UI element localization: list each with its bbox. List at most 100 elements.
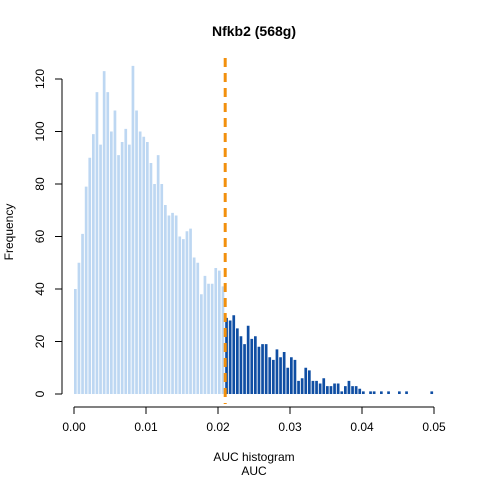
histogram-bar — [228, 320, 232, 394]
histogram-bar — [120, 142, 124, 394]
x-tick-label: 0.03 — [278, 420, 302, 434]
x-axis-label: AUC histogram — [213, 450, 294, 464]
histogram-bar — [232, 315, 236, 394]
x-tick-label: 0.05 — [422, 420, 446, 434]
histogram-bar — [398, 391, 401, 395]
histogram-bar — [290, 357, 293, 394]
y-tick-label: 60 — [33, 230, 47, 244]
histogram-bar — [326, 386, 329, 395]
histogram-bar — [92, 134, 95, 395]
histogram-bar — [286, 367, 290, 394]
histogram-bar — [333, 383, 336, 394]
histogram-bar — [250, 338, 254, 395]
y-tick-label: 20 — [33, 335, 47, 349]
histogram-bar — [282, 352, 286, 394]
histogram-bar — [221, 286, 225, 395]
histogram-bars — [74, 65, 434, 395]
x-tick-label: 0.01 — [134, 420, 158, 434]
y-axis-label: Frequency — [2, 204, 16, 261]
histogram-bar — [261, 344, 264, 395]
histogram-bar — [225, 317, 228, 395]
y-tick-label: 80 — [33, 177, 47, 191]
x-tick-label: 0.00 — [62, 420, 86, 434]
histogram-bar — [110, 131, 113, 394]
x-axis-sublabel: AUC — [241, 464, 267, 478]
histogram-bar — [362, 391, 365, 395]
x-axis: 0.00 0.01 0.02 0.03 0.04 0.05 — [62, 406, 446, 434]
histogram-bar — [84, 186, 88, 395]
histogram-bar — [117, 155, 120, 395]
histogram-bar — [192, 257, 196, 394]
histogram-bar — [138, 131, 142, 394]
y-axis: 0 20 40 60 80 100 120 — [33, 69, 63, 397]
histogram-bar — [264, 344, 268, 395]
histogram-bar — [113, 110, 117, 394]
histogram-bar — [372, 391, 376, 395]
chart-title: Nfkb2 (568g) — [212, 23, 296, 39]
histogram-bar — [185, 231, 189, 394]
histogram-bar — [146, 142, 149, 394]
histogram-bar — [210, 283, 214, 394]
histogram-bar — [257, 346, 261, 394]
histogram-bar — [153, 184, 156, 394]
histogram-bar — [347, 380, 351, 395]
histogram-bar — [196, 262, 200, 394]
histogram-bar — [142, 136, 146, 394]
histogram-bar — [243, 344, 246, 395]
histogram-bar — [246, 325, 250, 394]
histogram-bar — [268, 357, 272, 394]
histogram-bar — [178, 236, 182, 394]
histogram-bar — [189, 228, 192, 395]
histogram-bar — [300, 378, 304, 394]
y-tick-label: 120 — [33, 69, 47, 89]
histogram-bar — [124, 128, 128, 395]
histogram-bar — [99, 144, 102, 395]
histogram-bar — [304, 367, 308, 394]
histogram-bar — [279, 357, 282, 394]
histogram-bar — [106, 92, 110, 395]
histogram-bar — [160, 184, 164, 394]
y-tick-label: 40 — [33, 282, 47, 296]
histogram-bar — [351, 386, 354, 395]
histogram-bar — [218, 270, 221, 395]
histogram-bar — [214, 268, 218, 394]
histogram-bar — [340, 391, 344, 395]
x-tick-label: 0.04 — [350, 420, 374, 434]
histogram-bar — [430, 391, 434, 395]
histogram-bar — [203, 275, 207, 395]
histogram-bar — [200, 294, 203, 394]
histogram-bar — [354, 386, 358, 395]
histogram-bar — [272, 359, 275, 395]
histogram-bar — [315, 380, 318, 395]
histogram-bar — [329, 386, 333, 395]
x-tick-label: 0.02 — [206, 420, 230, 434]
histogram-bar — [174, 215, 178, 394]
histogram-bar — [275, 349, 279, 395]
histogram-bar — [254, 336, 257, 394]
histogram-bar — [236, 328, 239, 395]
histogram-bar — [322, 378, 326, 394]
histogram-bar — [297, 380, 300, 395]
histogram-bar — [156, 155, 160, 395]
histogram-bar — [77, 262, 81, 394]
histogram-bar — [131, 65, 135, 395]
histogram-bar — [95, 92, 99, 395]
histogram-bar — [293, 359, 297, 395]
histogram-bar — [102, 71, 106, 395]
histogram-bar — [358, 388, 362, 394]
histogram-bar — [311, 380, 315, 395]
histogram-bar — [135, 110, 138, 394]
histogram-bar — [167, 215, 171, 394]
histogram-bar — [81, 233, 84, 395]
y-tick-label: 100 — [33, 121, 47, 141]
histogram-bar — [149, 163, 153, 394]
histogram-bar — [336, 383, 340, 394]
histogram-bar — [318, 383, 322, 394]
histogram-bar — [387, 391, 390, 395]
y-tick-label: 0 — [33, 390, 47, 397]
histogram-bar — [344, 386, 347, 395]
histogram-bar — [164, 205, 167, 394]
histogram-bar — [128, 144, 131, 395]
histogram-bar — [88, 157, 92, 394]
